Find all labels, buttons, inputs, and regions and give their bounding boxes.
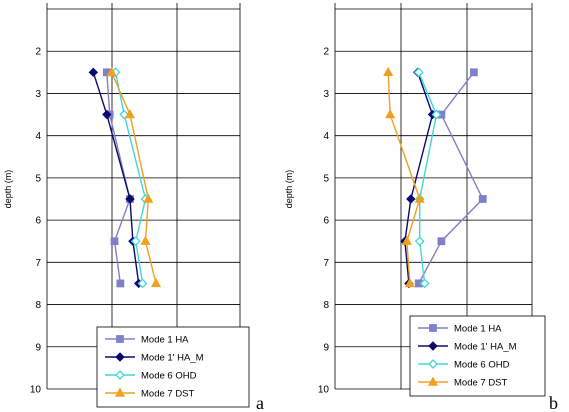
data-point bbox=[469, 68, 478, 77]
data-point bbox=[419, 278, 430, 289]
panel-label-a: a bbox=[256, 393, 264, 412]
data-point bbox=[143, 193, 154, 203]
legend-marker bbox=[116, 335, 124, 343]
data-point bbox=[385, 109, 396, 119]
legend-label: Mode 6 OHD bbox=[454, 360, 510, 371]
y-tick-label: 6 bbox=[35, 216, 41, 227]
y-tick-label: 3 bbox=[323, 89, 329, 100]
data-point bbox=[406, 194, 416, 204]
legend: Mode 1 HA Mode 1' HA_M Mode 6 OHD Mode 7 DS… bbox=[409, 315, 546, 397]
y-tick-label: 9 bbox=[323, 342, 329, 353]
data-point bbox=[130, 236, 141, 247]
legend-label: Mode 1' HA_M bbox=[454, 342, 517, 353]
data-point bbox=[106, 66, 117, 77]
legend-marker bbox=[115, 352, 125, 362]
data-point bbox=[110, 237, 119, 246]
data-point bbox=[140, 235, 151, 245]
legend-marker bbox=[428, 341, 438, 351]
y-tick-label: 2 bbox=[35, 47, 41, 58]
y-axis-label: depth (m) bbox=[3, 170, 13, 209]
y-tick-label: 3 bbox=[35, 89, 41, 100]
y-tick-label: 5 bbox=[35, 173, 41, 184]
y-tick-label: 4 bbox=[323, 131, 329, 142]
data-point bbox=[414, 193, 425, 203]
data-point bbox=[102, 109, 112, 120]
data-point bbox=[88, 67, 99, 78]
panel-label-b: b bbox=[549, 393, 558, 412]
data-point bbox=[124, 109, 136, 119]
legend-marker bbox=[429, 324, 437, 332]
data-point bbox=[151, 277, 162, 288]
data-point bbox=[137, 278, 148, 289]
data-point bbox=[383, 66, 394, 77]
legend-label: Mode 7 DST bbox=[454, 378, 508, 389]
y-tick-label: 8 bbox=[323, 300, 329, 311]
legend-label: Mode 1 HA bbox=[141, 335, 189, 346]
chart-panel-a: 2 3 4 5 6 7 8 9 10 depth (m) Mode 1 HA Mode 1' HA_M… bbox=[3, 3, 250, 408]
chart-panel-b: 2 3 4 5 6 7 8 9 10 depth (m) Mode 1 HA Mode 1' HA_M… bbox=[284, 3, 546, 397]
y-tick-label: 8 bbox=[35, 300, 41, 311]
data-point bbox=[404, 277, 415, 288]
data-point bbox=[413, 67, 424, 78]
data-point bbox=[125, 194, 135, 204]
legend-marker bbox=[114, 387, 126, 397]
y-tick-label: 9 bbox=[35, 342, 41, 353]
data-point bbox=[401, 235, 412, 245]
legend-marker bbox=[428, 359, 438, 369]
y-tick-label: 10 bbox=[30, 385, 42, 396]
y-tick-label: 10 bbox=[318, 385, 330, 396]
y-tick-label: 4 bbox=[35, 131, 41, 142]
data-point bbox=[478, 195, 487, 203]
legend-label: Mode 1' HA_M bbox=[141, 353, 204, 364]
data-point bbox=[431, 109, 442, 120]
data-point bbox=[116, 279, 125, 288]
data-point bbox=[437, 237, 446, 246]
y-tick-label: 7 bbox=[323, 258, 329, 269]
data-point bbox=[414, 236, 425, 247]
y-tick-label: 2 bbox=[323, 47, 329, 58]
y-axis-label: depth (m) bbox=[284, 170, 294, 209]
legend-label: Mode 6 OHD bbox=[141, 371, 197, 382]
legend-label: Mode 1 HA bbox=[454, 324, 502, 335]
legend-marker bbox=[115, 370, 125, 380]
legend: Mode 1 HA Mode 1' HA_M Mode 6 OHD Mode 7 DS… bbox=[96, 326, 250, 408]
y-tick-label: 5 bbox=[323, 173, 329, 184]
legend-label: Mode 7 DST bbox=[141, 389, 195, 400]
legend-marker bbox=[427, 376, 439, 386]
y-tick-label: 6 bbox=[323, 216, 329, 227]
y-tick-label: 7 bbox=[35, 258, 41, 269]
